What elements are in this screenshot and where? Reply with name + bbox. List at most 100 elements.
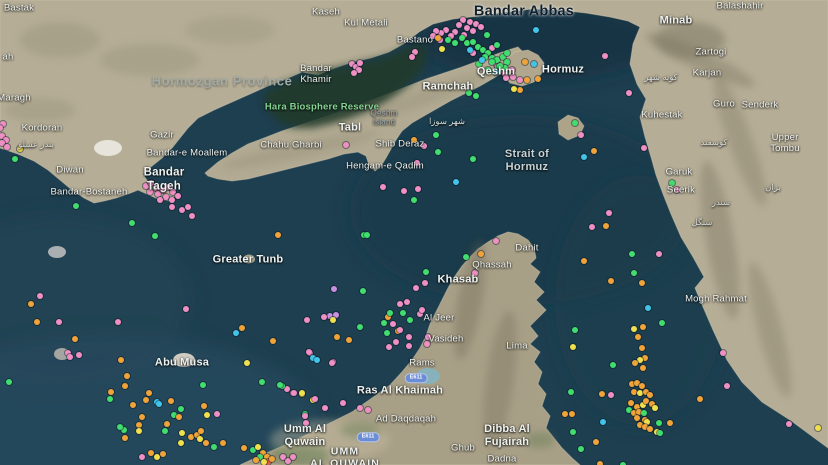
vessel-dot-pink[interactable]: [578, 132, 584, 138]
vessel-dot-orange[interactable]: [635, 334, 641, 340]
vessel-dot-cyan[interactable]: [453, 179, 459, 185]
vessel-dot-orange[interactable]: [647, 392, 653, 398]
vessel-dot-pink[interactable]: [493, 238, 499, 244]
vessel-dot-pink[interactable]: [280, 454, 286, 460]
vessel-dot-pink[interactable]: [489, 45, 495, 51]
vessel-dot-orange[interactable]: [697, 396, 703, 402]
vessel-dot-orange[interactable]: [649, 401, 655, 407]
vessel-dot-yellow[interactable]: [244, 360, 250, 366]
vessel-dot-orange[interactable]: [591, 148, 597, 154]
vessel-dot-pink[interactable]: [185, 204, 191, 210]
vessel-dot-orange[interactable]: [188, 434, 194, 440]
vessel-dot-pink[interactable]: [4, 144, 10, 150]
vessel-dot-green[interactable]: [473, 93, 479, 99]
vessel-dot-pink[interactable]: [473, 21, 479, 27]
vessel-dot-yellow[interactable]: [261, 459, 267, 465]
vessel-dot-green[interactable]: [277, 382, 283, 388]
vessel-dot-cyan[interactable]: [233, 330, 239, 336]
vessel-dot-green[interactable]: [578, 446, 584, 452]
vessel-dot-green[interactable]: [152, 233, 158, 239]
vessel-dot-orange[interactable]: [124, 373, 130, 379]
vessel-dot-orange[interactable]: [478, 251, 484, 257]
vessel-dot-green[interactable]: [107, 396, 113, 402]
vessel-dot-orange[interactable]: [634, 404, 640, 410]
vessel-dot-pink[interactable]: [422, 280, 428, 286]
vessel-dot-yellow[interactable]: [439, 46, 445, 52]
vessel-dot-cyan[interactable]: [156, 401, 162, 407]
vessel-dot-green[interactable]: [494, 42, 500, 48]
vessel-dot-orange[interactable]: [264, 454, 270, 460]
vessel-dot-pink[interactable]: [478, 24, 484, 30]
vessel-dot-pink[interactable]: [409, 54, 415, 60]
vessel-dot-orange[interactable]: [239, 325, 245, 331]
vessel-dot-orange[interactable]: [146, 390, 152, 396]
vessel-dot-pink[interactable]: [602, 53, 608, 59]
vessel-dot-pink[interactable]: [425, 334, 431, 340]
vessel-dot-pink[interactable]: [170, 189, 176, 195]
vessel-dot-orange[interactable]: [632, 360, 638, 366]
vessel-dot-orange[interactable]: [203, 440, 209, 446]
vessel-dot-pink[interactable]: [608, 392, 614, 398]
vessel-dot-green[interactable]: [463, 254, 469, 260]
vessel-dot-orange[interactable]: [411, 137, 417, 143]
vessel-dot-orange[interactable]: [28, 301, 34, 307]
vessel-dot-green[interactable]: [610, 362, 616, 368]
vessel-dot-green[interactable]: [357, 324, 363, 330]
vessel-dot-orange[interactable]: [631, 389, 637, 395]
vessel-dot-pink[interactable]: [674, 187, 680, 193]
vessel-dot-orange[interactable]: [524, 77, 530, 83]
vessel-dot-green[interactable]: [631, 270, 637, 276]
vessel-dot-orange[interactable]: [164, 421, 170, 427]
vessel-dot-pink[interactable]: [415, 186, 421, 192]
vessel-dot-yellow[interactable]: [299, 390, 305, 396]
vessel-dot-pink[interactable]: [464, 25, 470, 31]
vessel-dot-pink[interactable]: [329, 360, 335, 366]
vessel-dot-green[interactable]: [433, 132, 439, 138]
vessel-dot-pink[interactable]: [169, 197, 175, 203]
vessel-dot-orange[interactable]: [581, 258, 587, 264]
vessel-dot-orange[interactable]: [275, 232, 281, 238]
vessel-dot-cyan[interactable]: [310, 355, 316, 361]
vessel-dot-orange[interactable]: [269, 456, 275, 462]
vessel-dot-green[interactable]: [669, 180, 675, 186]
vessel-dot-pink[interactable]: [214, 411, 220, 417]
vessel-dot-pink[interactable]: [393, 339, 399, 345]
vessel-dot-pink[interactable]: [414, 160, 420, 166]
vessel-dot-green[interactable]: [466, 90, 472, 96]
vessel-dot-cyan[interactable]: [645, 305, 651, 311]
vessel-dot-pink[interactable]: [189, 213, 195, 219]
vessel-dot-pink[interactable]: [641, 145, 647, 151]
vessel-dot-yellow[interactable]: [179, 430, 185, 436]
vessel-dot-pink[interactable]: [322, 405, 328, 411]
vessel-dot-green[interactable]: [6, 379, 12, 385]
vessel-dot-green[interactable]: [489, 55, 495, 61]
vessel-dot-violet[interactable]: [327, 313, 333, 319]
vessel-dot-pink[interactable]: [284, 386, 290, 392]
vessel-dot-green[interactable]: [504, 50, 510, 56]
vessel-dot-orange[interactable]: [562, 411, 568, 417]
vessel-dot-pink[interactable]: [502, 71, 508, 77]
vessel-dot-pink[interactable]: [147, 189, 153, 195]
vessel-dot-orange[interactable]: [176, 414, 182, 420]
vessel-dot-pink[interactable]: [343, 142, 349, 148]
vessel-dot-yellow[interactable]: [815, 425, 821, 431]
vessel-dot-green[interactable]: [384, 330, 390, 336]
vessel-dot-pink[interactable]: [76, 352, 82, 358]
vessel-dot-green[interactable]: [494, 57, 500, 63]
vessel-dot-green[interactable]: [485, 50, 491, 56]
vessel-dot-pink[interactable]: [365, 407, 371, 413]
vessel-dot-violet[interactable]: [331, 286, 337, 292]
vessel-dot-green[interactable]: [482, 54, 488, 60]
vessel-dot-pink[interactable]: [175, 193, 181, 199]
vessel-dot-pink[interactable]: [472, 270, 478, 276]
vessel-dot-pink[interactable]: [509, 67, 515, 73]
vessel-dot-pink[interactable]: [357, 405, 363, 411]
vessel-dot-pink[interactable]: [720, 350, 726, 356]
vessel-dot-pink[interactable]: [351, 70, 357, 76]
vessel-dot-orange[interactable]: [647, 426, 653, 432]
vessel-dot-cyan[interactable]: [467, 47, 473, 53]
vessel-dot-yellow[interactable]: [330, 317, 336, 323]
vessel-dot-green[interactable]: [500, 54, 506, 60]
vessel-dot-pink[interactable]: [386, 344, 392, 350]
vessel-dot-pink[interactable]: [401, 188, 407, 194]
